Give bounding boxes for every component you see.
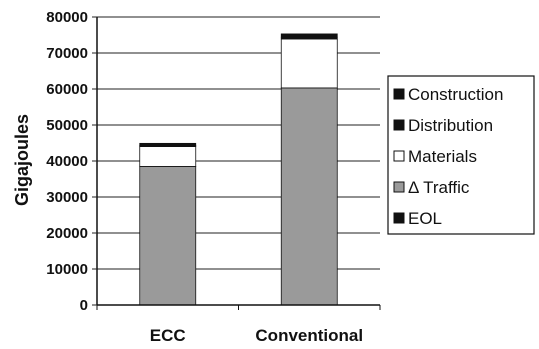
- bar-segment-ecc-traffic: [139, 165, 197, 306]
- category-label-ecc: ECC: [150, 326, 186, 345]
- legend-swatch: [393, 212, 405, 224]
- y-tick-label: 60000: [46, 81, 88, 98]
- y-axis-title: Gigajoules: [12, 114, 32, 206]
- legend-swatch: [393, 181, 405, 193]
- legend-label: Construction: [408, 85, 503, 104]
- bar-segment-conventional-construction: [280, 33, 338, 38]
- legend-label: EOL: [408, 209, 442, 228]
- y-tick-label: 20000: [46, 225, 88, 242]
- y-tick-label: 30000: [46, 189, 88, 206]
- legend: Construction Distribution Materials Δ Traff…: [387, 75, 535, 235]
- y-tick-label: 10000: [46, 261, 88, 278]
- category-label-conventional: Conventional: [255, 326, 363, 345]
- y-tick-label: 0: [80, 297, 88, 314]
- bar-segment-ecc-construction: [139, 142, 197, 146]
- legend-label: Materials: [408, 147, 477, 166]
- y-tick-label: 50000: [46, 117, 88, 134]
- y-tick-label: 40000: [46, 153, 88, 170]
- legend-swatch: [393, 119, 405, 131]
- bar-segment-conventional-traffic: [280, 87, 338, 306]
- legend-label: Δ Traffic: [408, 178, 470, 197]
- category-labels: ECC Conventional: [150, 326, 363, 345]
- legend-label: Distribution: [408, 116, 493, 135]
- bars: [139, 33, 338, 306]
- legend-box: [387, 75, 535, 235]
- y-ticks: 0 10000 20000 30000 40000 50000 60000 70000 8000…: [46, 9, 97, 314]
- bar-segment-conventional-materials: [280, 38, 338, 89]
- y-tick-label: 80000: [46, 9, 88, 26]
- bar-segment-ecc-materials: [139, 146, 197, 167]
- legend-swatch: [393, 88, 405, 100]
- legend-swatch: [393, 150, 405, 162]
- y-tick-label: 70000: [46, 45, 88, 62]
